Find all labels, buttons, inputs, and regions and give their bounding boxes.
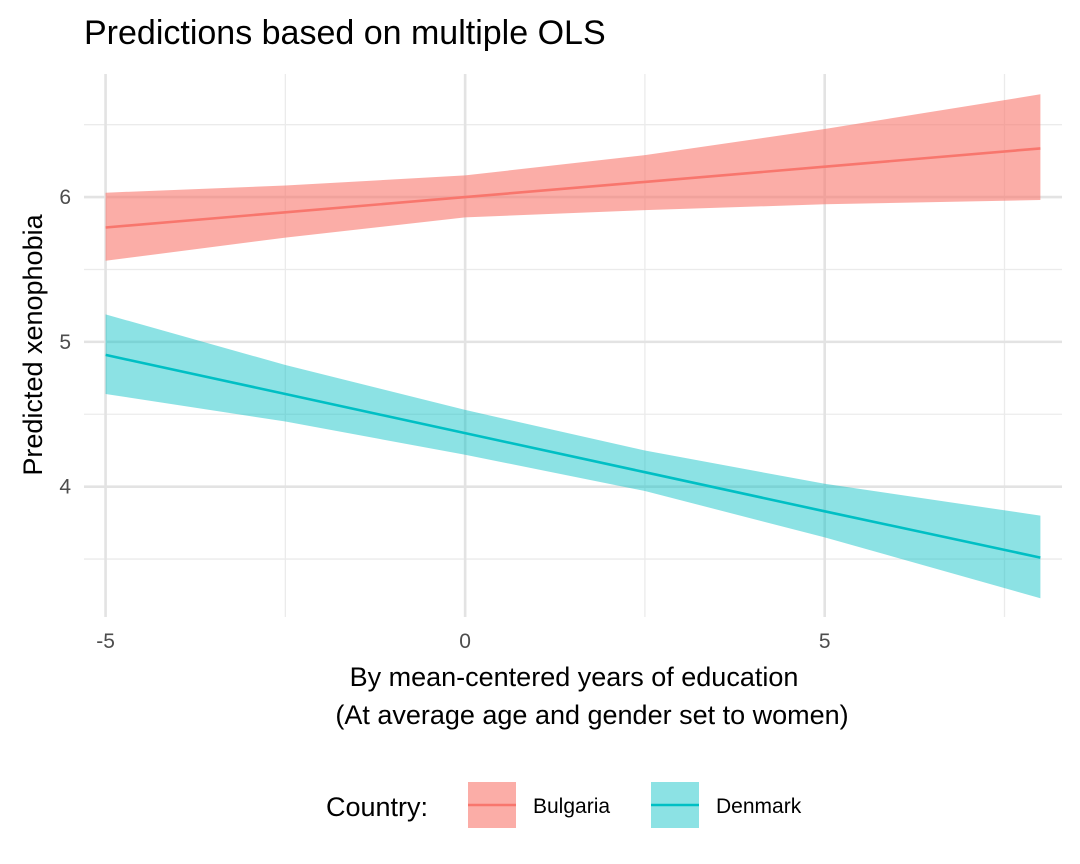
y-tick-label: 6	[59, 186, 71, 209]
line-bulgaria	[105, 147, 1041, 229]
band-bulgaria	[105, 94, 1041, 261]
y-tick-label: 4	[59, 476, 71, 499]
x-tick-label: -5	[96, 630, 115, 653]
legend: Country: Bulgaria Denmark	[326, 782, 802, 828]
y-tick-label: 5	[59, 331, 71, 354]
x-tick-label: 0	[459, 630, 471, 653]
legend-title: Country:	[326, 792, 428, 822]
chart-title: Predictions based on multiple OLS	[84, 14, 606, 52]
x-axis-ticks: -5 0 5	[96, 630, 830, 653]
x-axis-label: By mean-centered years of education	[350, 662, 799, 692]
line-denmark	[105, 353, 1041, 559]
y-axis-ticks: 4 5 6	[59, 186, 71, 499]
x-axis-sublabel: (At average age and gender set to women)	[335, 700, 848, 730]
legend-label-denmark: Denmark	[716, 795, 802, 818]
y-axis-label: Predicted xenophobia	[18, 213, 48, 475]
x-tick-label: 5	[819, 630, 831, 653]
series-lines	[105, 147, 1041, 559]
legend-label-bulgaria: Bulgaria	[533, 795, 610, 818]
